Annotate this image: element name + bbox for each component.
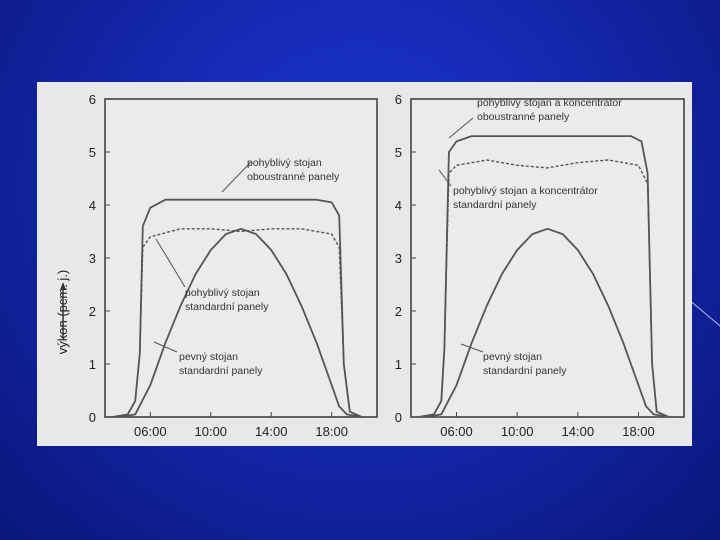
annotation-label: oboustranné panely [247,171,340,183]
annotation-leader [221,161,252,193]
y-tick-label: 6 [89,92,96,107]
x-tick-label: 18:00 [315,424,348,439]
annotation-leader [460,343,484,353]
y-tick-label: 4 [395,198,402,213]
decorative-line [689,300,720,327]
annotation-label: oboustranné panely [477,111,570,123]
annotation-leader [153,341,178,353]
y-tick-label: 2 [395,304,402,319]
annotation-leader [155,238,186,288]
y-tick-label: 2 [89,304,96,319]
y-tick-label: 0 [89,410,96,425]
annotation-label: pevný stojan [179,351,238,363]
y-tick-label: 3 [89,251,96,266]
annotation-leader [448,117,474,139]
annotation-label: pohyblivý stojan [185,287,260,299]
chart-left: 0 1 2 3 4 5 6 06:00 10:00 14:00 18:00 pohyblivý sto… [89,92,378,439]
y-tick-label: 1 [89,357,96,372]
annotation-label: pohyblivý stojan [247,157,322,169]
y-tick-label: 0 [395,410,402,425]
chart-figure: výkon (pcm. j.) 012345606:0010:0014:0018… [37,82,692,446]
x-tick-label: 10:00 [501,424,534,439]
annotation-label: pevný stojan [483,351,542,363]
plot-frame [104,98,378,418]
charts-svg: výkon (pcm. j.) 012345606:0010:0014:0018… [55,92,685,439]
y-tick-label: 4 [89,198,96,213]
plot-frame [410,98,685,418]
y-tick-label: 5 [395,145,402,160]
chart-right: 0 1 2 3 4 5 6 06:00 10:00 14:00 18:00 pohyblivý sto… [395,92,685,439]
y-tick-label: 5 [89,145,96,160]
series-line-2 [426,227,669,418]
x-tick-label: 14:00 [562,424,595,439]
x-tick-label: 06:00 [134,424,167,439]
annotation-label: standardní panely [453,199,537,211]
y-axis-arrow [60,282,66,338]
series-line-0 [112,198,363,418]
y-tick-label: 3 [395,251,402,266]
series-line-2 [119,227,363,418]
y-tick-label: 1 [395,357,402,372]
annotation-label: standardní panely [483,365,567,377]
annotation-label: pohyblivý stojan a koncentrátor [453,185,598,197]
x-tick-label: 18:00 [622,424,655,439]
x-tick-label: 10:00 [195,424,228,439]
annotation-leader [438,169,452,187]
annotation-label: standardní panely [179,365,263,377]
y-tick-label: 6 [395,92,402,107]
series-line-1 [418,159,670,418]
annotation-label: standardní panely [185,301,269,313]
annotation-label: pohyblivý stojan a koncentrátor [477,97,622,109]
x-tick-label: 06:00 [440,424,473,439]
x-tick-label: 14:00 [255,424,288,439]
